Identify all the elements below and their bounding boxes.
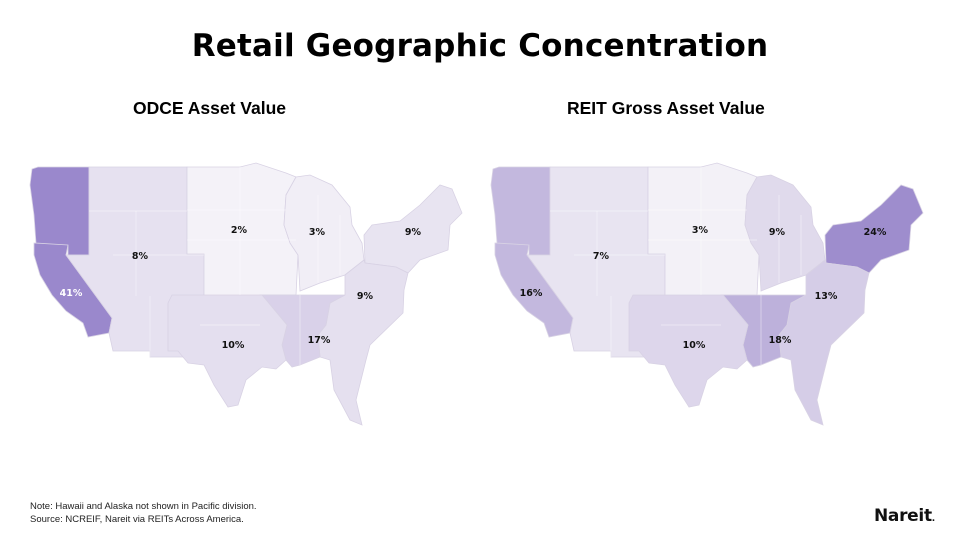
region-label-wnc: 2% xyxy=(231,225,248,236)
footnote: Note: Hawaii and Alaska not shown in Pac… xyxy=(30,500,257,526)
map-title-odce: ODCE Asset Value xyxy=(133,98,287,118)
region-label-sa: 13% xyxy=(815,291,838,302)
region-sa xyxy=(317,259,409,426)
footnote-source: Source: NCREIF, Nareit via REITs Across … xyxy=(30,514,244,525)
map-odce: 41% 8% 2% 3% 9% 9% 10% 17% xyxy=(0,155,480,445)
nareit-logo: Nareit. xyxy=(874,506,935,526)
footnote-note: Note: Hawaii and Alaska not shown in Pac… xyxy=(30,501,257,512)
map-reit: 16% 7% 3% 9% 24% 13% 10% 18% xyxy=(480,155,960,445)
region-wsc xyxy=(167,294,288,408)
region-wsc xyxy=(628,294,749,408)
page-title: Retail Geographic Concentration xyxy=(191,28,769,64)
region-label-wnc: 3% xyxy=(692,225,709,236)
region-label-pacific: 41% xyxy=(60,288,83,299)
region-label-ne: 24% xyxy=(864,227,887,238)
region-label-esc: 17% xyxy=(308,335,331,346)
region-label-mountain: 8% xyxy=(132,251,149,262)
region-pacific xyxy=(29,166,113,338)
region-label-mountain: 7% xyxy=(593,251,610,262)
region-label-enc: 9% xyxy=(769,227,786,238)
region-label-sa: 9% xyxy=(357,291,374,302)
region-label-esc: 18% xyxy=(769,335,792,346)
map-title-reit: REIT Gross Asset Value xyxy=(567,98,765,118)
region-sa xyxy=(778,259,870,426)
region-label-ne: 9% xyxy=(405,227,422,238)
region-label-wsc: 10% xyxy=(222,340,245,351)
region-label-enc: 3% xyxy=(309,227,326,238)
region-label-wsc: 10% xyxy=(683,340,706,351)
region-label-pacific: 16% xyxy=(520,288,543,299)
region-pacific xyxy=(490,166,574,338)
